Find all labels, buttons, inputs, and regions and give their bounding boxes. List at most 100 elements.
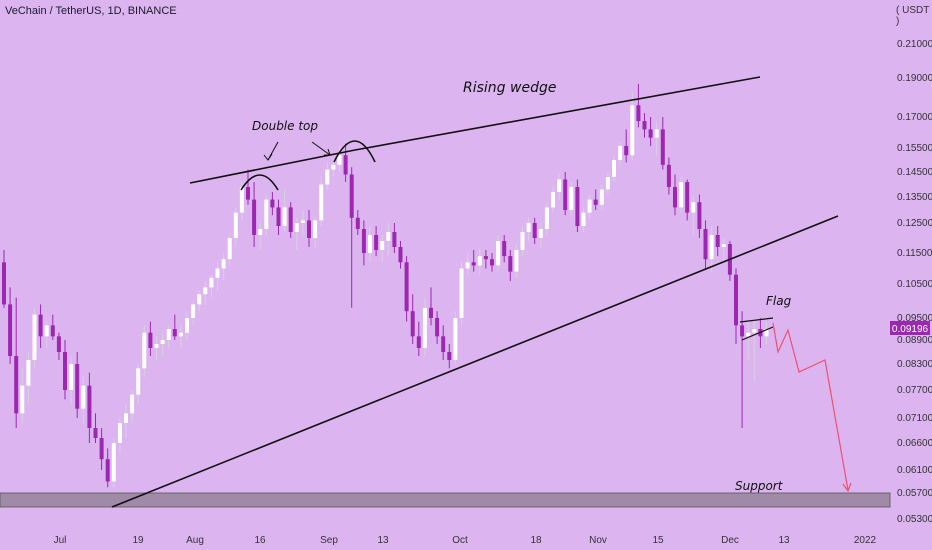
double-top-arc-right [333,140,376,163]
candle-body [87,385,92,428]
y-axis-labels: 0.21000 0.19000 0.17000 0.15500 0.14500 0.135… [897,39,932,525]
candle-body [93,428,98,438]
candle-body [752,329,757,333]
candle-body [532,223,537,238]
candle-body [624,145,629,156]
x-tick-label: Aug [186,535,204,546]
x-tick-label: 13 [778,535,790,546]
candle-body [124,413,128,423]
candle-body [740,325,745,337]
candle-body [514,250,519,272]
candle-body [697,202,702,229]
candle-body [178,332,183,337]
candle-body [191,304,196,318]
candle-body [75,364,80,409]
candle-body [300,220,305,223]
candle-body [764,329,769,337]
annotation-flag: Flag [766,294,792,308]
candle-body [276,207,281,226]
y-tick-label: 0.06600 [897,438,932,449]
y-tick-label: 0.15500 [897,143,932,154]
y-tick-label: 0.17000 [897,112,932,123]
candle-body [392,232,397,247]
x-tick-label: Dec [721,535,739,546]
candle-body [319,184,324,221]
candle-body [374,235,379,250]
candle-body [209,277,214,288]
candle-body [343,155,348,175]
x-tick-label: 15 [652,535,664,546]
candle-body [575,187,580,226]
candle-body [2,262,6,305]
candle-body [282,207,287,226]
candle-body [185,318,189,333]
candle-body [654,129,659,138]
candle-body [587,199,592,213]
y-tick-label: 0.08900 [897,335,932,346]
candle-body [307,220,311,238]
y-tick-label: 0.09500 [897,313,932,324]
candle-body [471,262,476,266]
x-tick-label: Oct [452,535,468,546]
candle-body [441,336,446,352]
candle-body [99,438,104,460]
candle-body [148,332,153,348]
candle-body [160,340,165,344]
candle-body [648,129,653,138]
x-tick-label: 2022 [854,535,877,546]
candle-body [557,179,562,192]
y-tick-label: 0.07700 [897,385,932,396]
projection-arrowhead [842,482,852,493]
current-price-tag [890,321,930,335]
candle-body [453,318,458,360]
candle-body [746,332,751,337]
x-tick-label: 13 [377,535,389,546]
candle-body [508,256,513,272]
candle-body [313,220,318,238]
candle-body [599,189,604,205]
candle-body [404,262,409,312]
candle-body [172,329,177,337]
candle-body [691,202,696,213]
candle-body [435,318,440,337]
double-top-arrowhead-right [324,148,331,156]
candle-body [227,238,232,260]
candle-body [69,364,74,390]
candle-body [422,307,427,348]
candle-body [368,235,372,253]
candle-body [612,160,616,177]
x-tick-label: Nov [589,535,607,546]
candle-body [203,287,208,295]
support-zone [0,492,891,508]
candle-body [81,385,86,409]
candle-body [520,232,525,250]
candle-body [538,229,543,238]
candle-body [8,304,13,356]
candle-body [703,229,708,260]
candle-body [130,394,135,414]
candle-body [50,325,55,337]
candle-body [239,187,244,213]
y-tick-label: 0.07100 [897,413,932,424]
candles-group [2,83,769,488]
candle-body [117,423,122,443]
candle-body [581,212,586,226]
x-tick-label: Sep [320,535,338,546]
candle-body [465,262,470,269]
candle-body [673,187,677,208]
candle-body [666,164,671,187]
y-tick-label: 0.06100 [897,465,932,476]
candle-body [14,356,19,414]
double-top-arc-left [240,174,279,191]
candle-body [734,274,738,326]
candle-body [380,241,385,250]
candle-body [63,352,67,390]
candle-body [166,329,171,340]
double-top-arrowhead-left [263,153,273,161]
candle-body [349,174,354,218]
current-price-label: 0.09196 [892,324,929,335]
candle-body [429,307,433,318]
candle-body [709,235,714,260]
candle-body [20,385,25,414]
